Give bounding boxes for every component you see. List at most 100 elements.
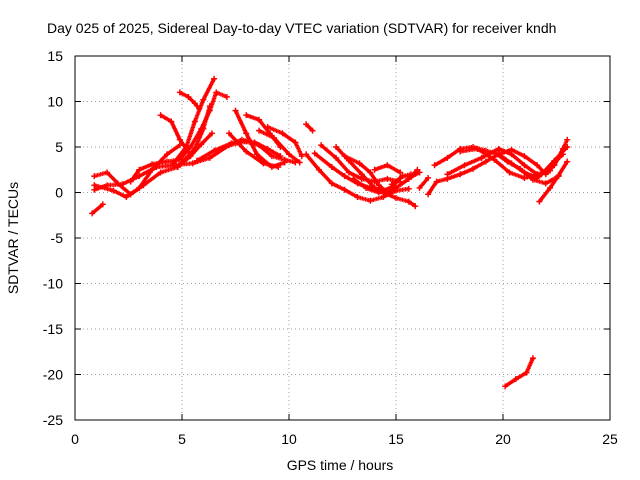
data-point [149, 166, 156, 173]
data-point [350, 175, 357, 182]
data-point [393, 184, 399, 191]
y-tick-label: -20 [43, 367, 63, 383]
axis-ticks [74, 55, 611, 421]
data-point [375, 182, 382, 189]
data-point [555, 172, 562, 179]
data-point [388, 181, 395, 188]
data-point [91, 182, 98, 189]
y-tick-label: -5 [51, 230, 64, 246]
y-tick-label: -25 [43, 412, 63, 428]
data-point [371, 166, 378, 173]
data-point [478, 154, 485, 161]
series-arc-4 [91, 142, 183, 201]
data-point [213, 89, 220, 96]
data-point [176, 136, 183, 143]
data-point [264, 145, 271, 152]
data-point [256, 127, 263, 134]
data-point [298, 153, 305, 160]
data-point [309, 127, 316, 134]
data-point [170, 160, 177, 167]
data-point [416, 184, 423, 191]
data-point [412, 203, 419, 210]
data-point [104, 169, 111, 176]
x-tick-label: 10 [281, 431, 297, 447]
data-point [521, 162, 528, 169]
data-point [358, 171, 365, 178]
data-point [311, 150, 318, 157]
data-point [425, 174, 432, 181]
data-point [393, 194, 399, 201]
data-point [536, 198, 543, 205]
data-point [206, 103, 213, 110]
y-tick-label: 0 [55, 185, 63, 201]
data-point [504, 158, 511, 165]
data-point [444, 171, 451, 178]
x-tick-label: 15 [388, 431, 404, 447]
data-point [356, 160, 363, 167]
series-arc-15 [256, 127, 303, 166]
series-arc-17 [303, 151, 412, 204]
data-point [512, 376, 519, 383]
data-point [315, 166, 322, 173]
data-point [482, 158, 489, 165]
data-point [268, 153, 275, 160]
data-point [551, 157, 558, 164]
series-arc-14 [264, 123, 305, 160]
data-point [444, 154, 451, 161]
series-arc-10 [193, 136, 284, 164]
y-tick-label: 5 [55, 139, 63, 155]
grid-lines [75, 56, 610, 420]
data-point [157, 112, 164, 119]
series-arc-8 [176, 89, 203, 112]
data-point [491, 156, 498, 163]
data-point [517, 165, 524, 172]
data-point [243, 112, 250, 119]
data-point [198, 141, 205, 148]
data-point [232, 107, 239, 114]
data-point [384, 162, 391, 169]
data-point [328, 180, 335, 187]
data-point [191, 100, 198, 107]
data-point [253, 151, 260, 158]
x-tick-label: 0 [71, 431, 79, 447]
data-point [164, 151, 171, 158]
data-point [223, 93, 230, 100]
data-point [502, 383, 509, 390]
chart-title: Day 025 of 2025, Sidereal Day-to-day VTE… [47, 20, 556, 36]
data-point [508, 151, 515, 158]
data-point [238, 136, 245, 143]
data-point [433, 178, 440, 185]
data-point [281, 159, 288, 166]
data-point [399, 173, 406, 180]
series-arc-32 [502, 355, 536, 390]
data-point [114, 180, 121, 187]
tick-labels: 0 5 10 15 20 25 -25 -20 -15 -10 -5 0 5 10 15 [43, 48, 618, 447]
data-point [99, 201, 106, 208]
data-point [534, 162, 541, 169]
x-tick-label: 20 [495, 431, 511, 447]
data-point [196, 105, 203, 112]
data-series [89, 75, 571, 390]
series-arc-25 [416, 174, 432, 191]
data-point [333, 144, 340, 150]
data-point [271, 134, 278, 141]
data-point [407, 174, 414, 181]
data-point [136, 173, 143, 180]
series-arc-31 [536, 158, 571, 205]
data-point [523, 369, 530, 376]
y-tick-label: -10 [43, 276, 63, 292]
series-arc-7 [174, 103, 213, 171]
data-point-markers [177, 90, 202, 111]
data-point [228, 140, 235, 147]
y-tick-label: 10 [47, 94, 63, 110]
data-point [168, 118, 175, 125]
series-arc-9 [157, 112, 192, 155]
data-point [521, 174, 528, 181]
data-point [529, 355, 536, 362]
data-point [226, 130, 233, 137]
data-point [521, 153, 528, 160]
data-point [174, 164, 181, 171]
series-arc-24 [371, 162, 404, 176]
data-point [341, 173, 348, 180]
